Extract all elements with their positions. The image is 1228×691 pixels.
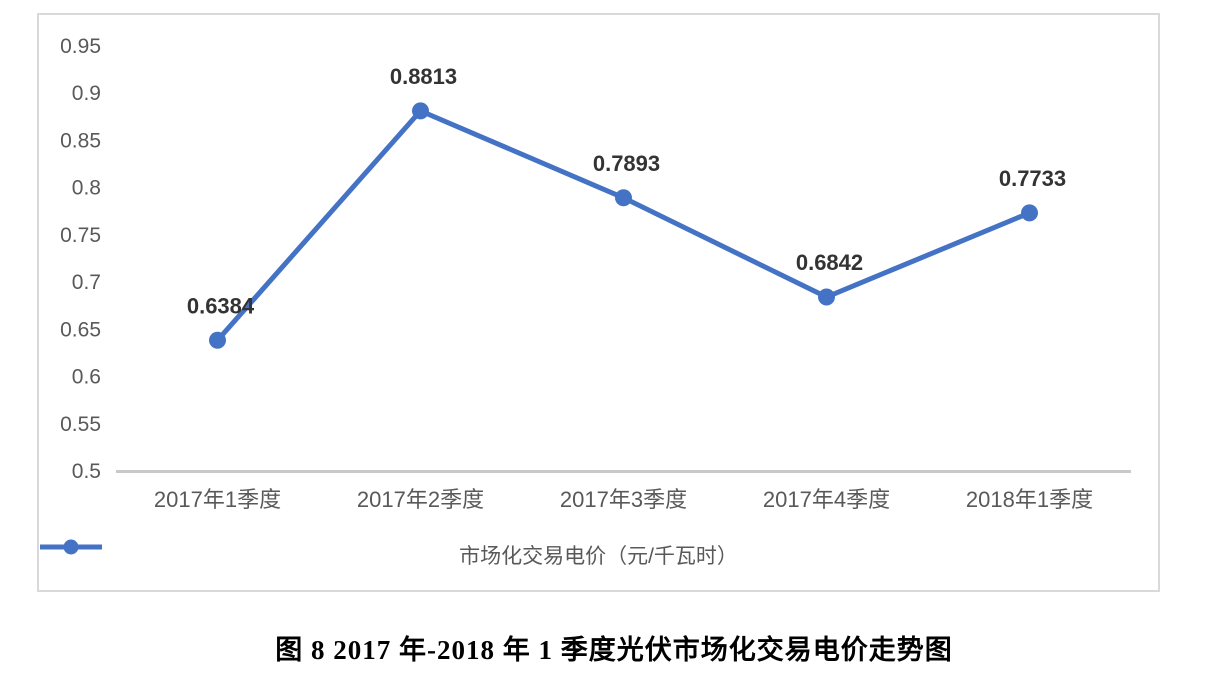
- y-axis-tick-label: 0.6: [72, 366, 101, 389]
- legend-series-label: 市场化交易电价（元/千瓦时）: [459, 545, 738, 568]
- y-axis-tick-label: 0.9: [72, 82, 101, 105]
- data-point-value-label: 0.7733: [999, 166, 1066, 191]
- x-axis-category-label: 2017年1季度: [154, 487, 281, 512]
- x-axis-category-label: 2017年2季度: [357, 487, 484, 512]
- y-axis-tick-label: 0.75: [60, 224, 101, 247]
- chart-panel: 0.95 0.9 0.85 0.8 0.75 0.7 0.65 0.6 0.55 0.5 2017年…: [37, 13, 1160, 592]
- y-axis-tick-label: 0.7: [72, 271, 101, 294]
- x-axis-category-label: 2017年4季度: [763, 487, 890, 512]
- price-trend-line-chart: 0.95 0.9 0.85 0.8 0.75 0.7 0.65 0.6 0.55 0.5 2017年…: [60, 35, 1131, 512]
- x-axis-category-label: 2018年1季度: [966, 487, 1093, 512]
- data-point-value-label: 0.6842: [796, 250, 863, 275]
- legend: 市场化交易电价（元/千瓦时）: [39, 539, 1158, 571]
- y-axis-tick-label: 0.65: [60, 318, 101, 341]
- series-line: [215, 108, 1032, 343]
- data-point-marker: [615, 189, 632, 207]
- data-point-value-label: 0.6384: [187, 293, 255, 318]
- data-point-marker: [818, 288, 835, 306]
- data-point-marker: [1021, 204, 1038, 222]
- y-axis-tick-label: 0.95: [60, 35, 101, 58]
- legend-line-marker-icon: [40, 539, 102, 555]
- data-point-value-label: 0.7893: [593, 151, 660, 176]
- y-axis-tick-label: 0.55: [60, 413, 101, 436]
- y-axis-tick-label: 0.8: [72, 177, 101, 200]
- data-point-marker: [412, 102, 429, 120]
- data-point-value-label: 0.8813: [390, 64, 457, 89]
- y-axis-tick-label: 0.85: [60, 129, 101, 152]
- x-axis-category-label: 2017年3季度: [560, 487, 687, 512]
- y-axis-tick-label: 0.5: [72, 460, 101, 483]
- figure-caption: 图 8 2017 年-2018 年 1 季度光伏市场化交易电价走势图: [275, 635, 953, 665]
- data-point-marker: [209, 331, 226, 349]
